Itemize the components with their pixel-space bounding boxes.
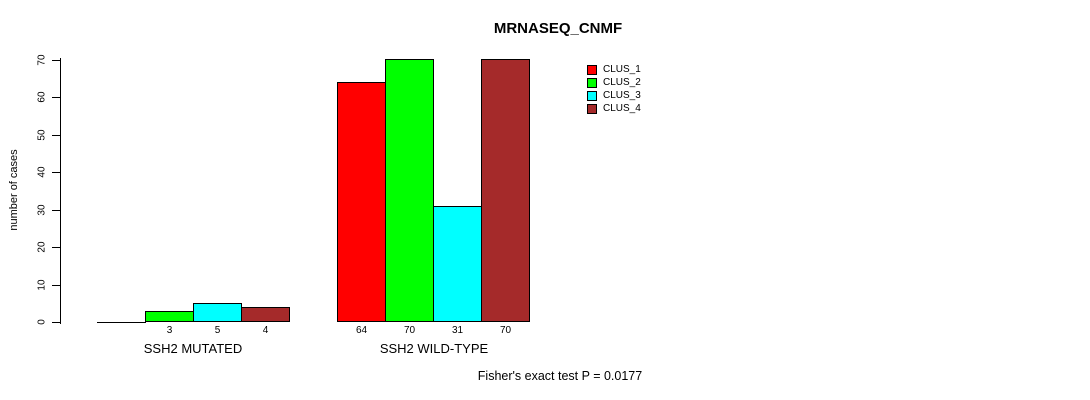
y-tick-label-40: 40 [36,166,48,178]
bar-clus_1-group1-zero [97,322,146,323]
legend-row-clus_4: CLUS_4 [587,102,641,115]
fisher-test-annotation: Fisher's exact test P = 0.0177 [477,369,643,383]
bar-clus_3-group2 [433,206,482,322]
y-tick-mark-30 [52,210,60,211]
legend: CLUS_1 CLUS_2 CLUS_3 CLUS_4 [587,63,641,115]
bar-clus_2-group2 [385,59,434,322]
y-tick-label-50: 50 [36,129,48,141]
legend-label-clus_3: CLUS_3 [603,90,641,101]
y-tick-label-0: 0 [36,319,48,325]
bar-clus_4-group2 [481,59,530,322]
legend-label-clus_4: CLUS_4 [603,103,641,114]
y-tick-label-30: 30 [36,204,48,216]
y-tick-mark-10 [52,285,60,286]
chart-title: MRNASEQ_CNMF [493,20,623,37]
bar-value-label-clus_3-group1: 5 [214,325,221,336]
legend-swatch-clus_4 [587,103,597,114]
bar-clus_1-group2 [337,82,386,322]
y-tick-mark-40 [52,172,60,173]
y-axis-label: number of cases [8,149,20,231]
legend-row-clus_2: CLUS_2 [587,76,641,89]
bar-value-label-clus_1-group2: 64 [355,325,368,336]
legend-label-clus_2: CLUS_2 [603,77,641,88]
category-label-ssh2-mutated: SSH2 MUTATED [143,341,243,356]
y-tick-label-10: 10 [36,279,48,291]
legend-swatch-clus_2 [587,77,597,88]
legend-label-clus_1: CLUS_1 [603,64,641,75]
y-tick-mark-50 [52,135,60,136]
legend-row-clus_1: CLUS_1 [587,63,641,76]
bar-value-label-clus_3-group2: 31 [451,325,464,336]
category-label-ssh2-wild-type: SSH2 WILD-TYPE [379,341,489,356]
bar-value-label-clus_2-group1: 3 [166,325,173,336]
y-tick-mark-20 [52,247,60,248]
y-tick-mark-70 [52,60,60,61]
bar-clus_3-group1 [193,303,242,322]
bar-clus_2-group1 [145,311,194,322]
bar-value-label-clus_4-group1: 4 [262,325,269,336]
legend-swatch-clus_1 [587,64,597,75]
legend-swatch-clus_3 [587,90,597,101]
bar-value-label-clus_2-group2: 70 [403,325,416,336]
bar-value-label-clus_4-group2: 70 [499,325,512,336]
bar-clus_4-group1 [241,307,290,322]
legend-row-clus_3: CLUS_3 [587,89,641,102]
y-tick-label-70: 70 [36,54,48,66]
y-tick-mark-0 [52,322,60,323]
y-tick-mark-60 [52,97,60,98]
y-tick-label-60: 60 [36,91,48,103]
y-axis-line [60,58,61,324]
y-tick-label-20: 20 [36,241,48,253]
